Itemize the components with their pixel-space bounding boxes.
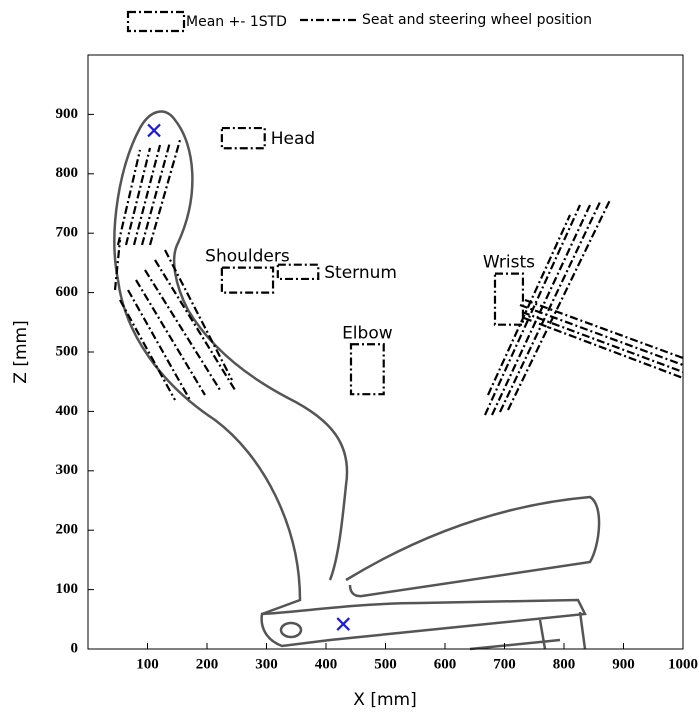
legend: Mean +- 1STD Seat and steering wheel pos… bbox=[126, 10, 592, 33]
x-tick-label: 100 bbox=[136, 656, 159, 672]
legend-label: Mean +- 1STD bbox=[186, 14, 287, 30]
y-tick-label: 100 bbox=[56, 581, 79, 597]
x-marker bbox=[336, 617, 351, 631]
x-tick-label: 200 bbox=[196, 656, 219, 672]
x-tick-label: 1000 bbox=[668, 656, 698, 672]
x-tick-label: 900 bbox=[612, 656, 635, 672]
box-label: Head bbox=[271, 129, 315, 149]
seat-position-lines bbox=[113, 139, 236, 401]
x-marker bbox=[147, 123, 161, 138]
std-box bbox=[349, 343, 385, 396]
x-axis-label: X [mm] bbox=[353, 690, 416, 710]
x-tick-label: 700 bbox=[493, 656, 516, 672]
x-tick-label: 800 bbox=[553, 656, 576, 672]
y-tick-label: 300 bbox=[56, 462, 79, 478]
y-tick-label: 900 bbox=[56, 106, 79, 122]
std-box bbox=[493, 272, 525, 326]
legend-box-swatch bbox=[126, 10, 186, 33]
y-tick-label: 500 bbox=[56, 343, 79, 359]
y-tick-label: 600 bbox=[56, 284, 79, 300]
y-tick-label: 800 bbox=[56, 165, 79, 181]
x-tick-label: 300 bbox=[255, 656, 278, 672]
y-tick-label: 400 bbox=[56, 403, 79, 419]
box-label: Sternum bbox=[324, 263, 397, 283]
plot-frame bbox=[87, 54, 684, 650]
x-tick-label: 400 bbox=[315, 656, 338, 672]
x-tick-label: 600 bbox=[434, 656, 457, 672]
box-label: Elbow bbox=[342, 323, 393, 343]
std-box bbox=[220, 126, 266, 150]
box-label: Shoulders bbox=[205, 247, 290, 267]
std-box bbox=[220, 266, 275, 294]
legend-label: Seat and steering wheel position bbox=[362, 12, 592, 28]
box-label: Wrists bbox=[483, 253, 535, 273]
y-tick-label: 200 bbox=[56, 522, 79, 538]
steering-lines bbox=[483, 199, 684, 416]
y-tick-label: 700 bbox=[56, 225, 79, 241]
x-tick-label: 500 bbox=[374, 656, 397, 672]
std-box bbox=[276, 263, 320, 281]
y-axis-label: Z [mm] bbox=[11, 320, 31, 383]
y-tick-label: 0 bbox=[71, 640, 79, 656]
seat-drawing bbox=[113, 110, 601, 651]
